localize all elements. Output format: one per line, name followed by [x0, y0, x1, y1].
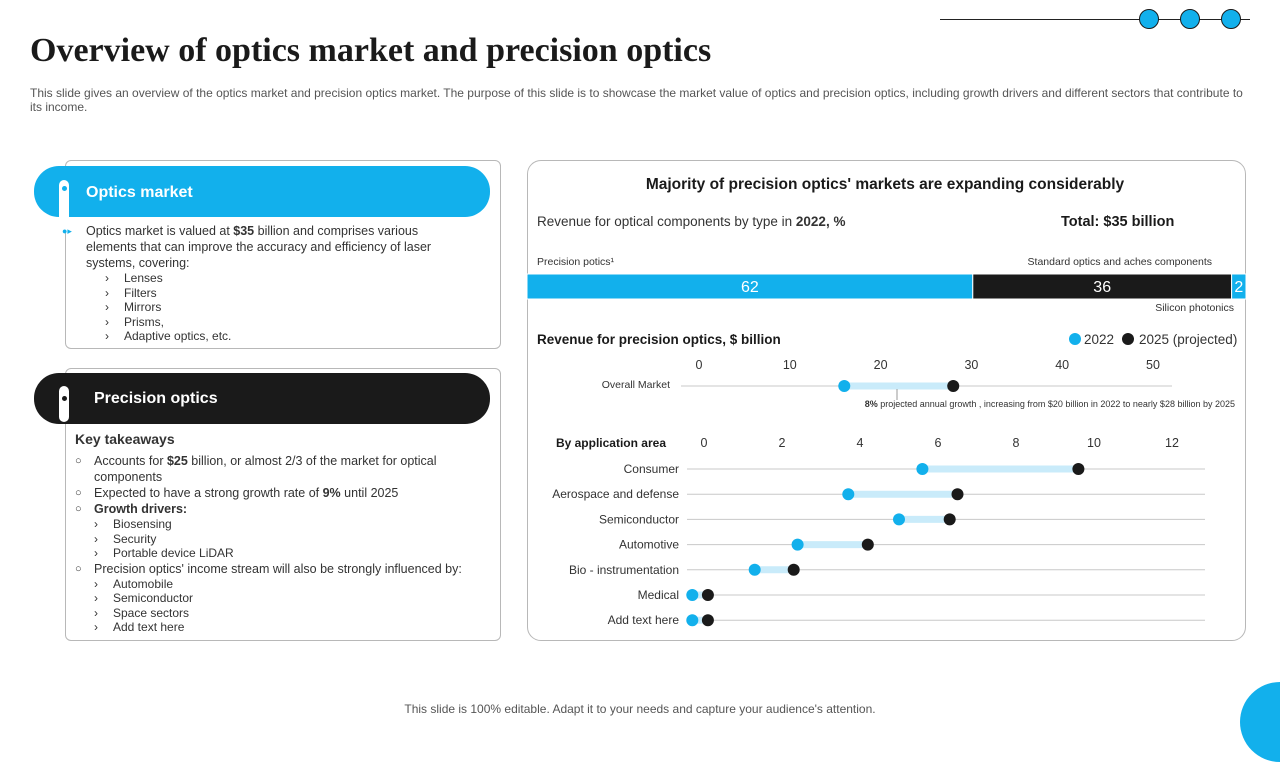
category-label: Bio - instrumentation — [569, 563, 679, 577]
circle-bullet-icon: ○ — [75, 562, 82, 575]
x-tick-label: 50 — [1146, 358, 1160, 372]
optics-market-list: Lenses Filters Mirrors Prisms, Adaptive … — [105, 271, 231, 344]
point-2025 — [943, 513, 956, 526]
influences-list: Automobile Semiconductor Space sectors A… — [94, 577, 490, 635]
page-subtitle: This slide gives an overview of the opti… — [30, 86, 1243, 114]
category-label: Overall Market — [602, 379, 670, 391]
decor-dot — [1139, 9, 1159, 29]
legend-label: 2025 (projected) — [1139, 332, 1237, 347]
list-item: Space sectors — [94, 606, 490, 621]
point-2022 — [916, 463, 929, 475]
precision-optics-header-label: Precision optics — [94, 390, 218, 407]
page-footer: This slide is 100% editable. Adapt it to… — [404, 702, 876, 716]
point-2025 — [1072, 463, 1085, 475]
point-2025 — [861, 538, 874, 551]
x-tick-label: 8 — [1013, 436, 1020, 450]
x-tick-label: 0 — [696, 358, 703, 372]
chart-title: Majority of precision optics' markets ar… — [646, 176, 1125, 193]
list-item: Adaptive optics, etc. — [105, 329, 231, 344]
bar-value-label: 62 — [741, 279, 759, 296]
precision-optics-list: ○ Accounts for $25 billion, or almost 2/… — [75, 453, 490, 635]
list-item: Security — [94, 532, 490, 547]
point-2022 — [748, 563, 761, 576]
timeline-dot — [61, 186, 67, 191]
point-2022 — [791, 538, 804, 551]
list-item: Prisms, — [105, 315, 231, 330]
arrow-bullet-icon: ●▸ — [62, 226, 72, 236]
optics-market-header-label: Optics market — [86, 184, 193, 201]
category-label: Aerospace and defense — [552, 487, 679, 501]
legend-marker-2025 — [1122, 333, 1134, 345]
list-item: ○ Expected to have a strong growth rate … — [75, 486, 399, 500]
x-tick-label: 4 — [857, 436, 864, 450]
timeline-dot — [61, 396, 67, 401]
point-2022 — [893, 513, 905, 526]
list-item: ○ Accounts for $25 billion, or almost 2/… — [75, 454, 437, 484]
annotation: 8% projected annual growth , increasing … — [865, 399, 1235, 409]
list-item: Add text here — [94, 620, 490, 635]
timeline-stalk — [59, 386, 69, 422]
x-tick-label: 0 — [701, 436, 708, 450]
circle-bullet-icon: ○ — [75, 455, 82, 467]
list-item: ○ Precision optics' income stream will a… — [75, 561, 462, 576]
x-tick-label: 40 — [1055, 358, 1069, 372]
timeline-stalk — [59, 180, 69, 233]
list-item: Automobile — [94, 577, 490, 592]
segment-label: Standard optics and aches components — [1028, 256, 1212, 268]
point-2022 — [842, 488, 855, 501]
list-item: Portable device LiDAR — [94, 546, 490, 561]
category-label: Automotive — [619, 538, 679, 552]
chart-panel — [527, 160, 1246, 641]
segment-label: Silicon photonics — [1155, 302, 1234, 314]
x-tick-label: 6 — [935, 436, 942, 450]
optics-market-header: Optics market — [34, 166, 490, 217]
list-item: Lenses — [105, 271, 231, 286]
section-title: Revenue for precision optics, $ billion — [537, 332, 781, 347]
point-2022 — [686, 589, 699, 601]
bar-value-label: 2 — [1234, 279, 1243, 296]
decor-line — [940, 19, 1250, 20]
optics-market-text: Optics market is valued at $35 billion a… — [86, 224, 432, 270]
list-item: Mirrors — [105, 300, 231, 315]
x-tick-label: 2 — [779, 436, 786, 450]
list-item: ○ Growth drivers: — [75, 502, 188, 516]
page-title: Overview of optics market and precision … — [30, 32, 712, 69]
list-item: Filters — [105, 286, 231, 301]
point-2025 — [701, 614, 714, 627]
point-2025 — [701, 589, 714, 601]
decor-dot — [1221, 9, 1241, 29]
decor-dot — [1180, 9, 1200, 29]
category-label: Semiconductor — [599, 512, 679, 526]
circle-bullet-icon: ○ — [75, 487, 82, 499]
segment-label: Precision potics¹ — [537, 256, 615, 268]
point-2025 — [947, 380, 960, 392]
list-item: Biosensing — [94, 517, 490, 532]
chart-subtitle: Revenue for optical components by type i… — [537, 214, 845, 229]
precision-optics-header: Precision optics — [34, 373, 490, 424]
point-2025 — [787, 563, 800, 576]
point-2025 — [951, 488, 964, 501]
total-label: Total: $35 billion — [1061, 214, 1174, 230]
x-tick-label: 12 — [1165, 436, 1179, 450]
key-takeaways-heading: Key takeaways — [75, 431, 175, 447]
axis-title: By application area — [556, 436, 666, 450]
x-tick-label: 20 — [874, 358, 888, 372]
decor-circle — [1240, 682, 1280, 762]
x-tick-label: 10 — [783, 358, 797, 372]
circle-bullet-icon: ○ — [75, 503, 82, 515]
chart: Majority of precision optics' markets ar… — [527, 176, 1246, 627]
legend-label: 2022 — [1084, 332, 1114, 347]
category-label: Add text here — [608, 613, 680, 627]
category-label: Medical — [638, 588, 679, 602]
bar-segment — [972, 273, 1233, 300]
x-tick-label: 10 — [1087, 436, 1101, 450]
category-label: Consumer — [624, 462, 679, 476]
point-2022 — [686, 614, 699, 627]
x-tick-label: 30 — [964, 358, 978, 372]
bar-value-label: 36 — [1093, 279, 1111, 296]
list-item: Semiconductor — [94, 591, 490, 606]
point-2022 — [838, 380, 851, 392]
growth-drivers-list: Biosensing Security Portable device LiDA… — [94, 517, 490, 561]
legend-marker-2022 — [1069, 333, 1081, 345]
